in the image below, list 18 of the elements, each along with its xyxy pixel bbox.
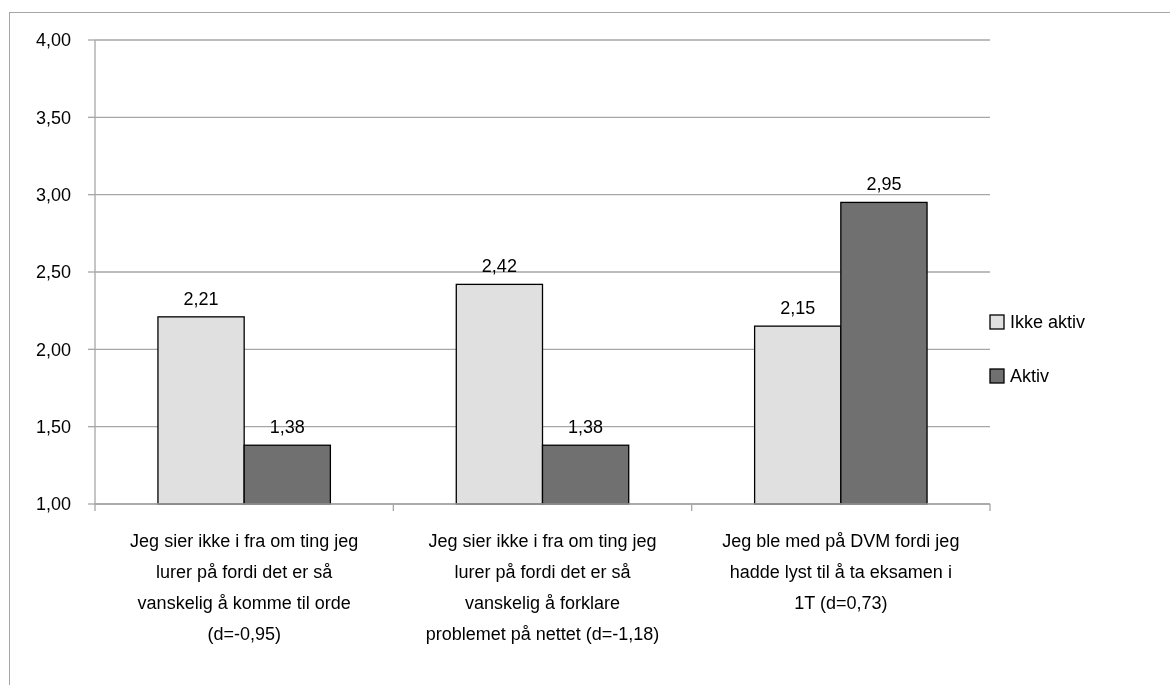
data-label: 1,38 bbox=[269, 417, 305, 438]
y-tick-label: 4,00 bbox=[35, 30, 71, 51]
data-label: 2,95 bbox=[866, 174, 902, 195]
x-tick-label: Jeg sier ikke i fra om ting jeg lurer på fordi det er så vanskelig å forklare problemet på nettet (d=-1,18) bbox=[425, 531, 660, 644]
data-label: 2,42 bbox=[481, 256, 517, 277]
y-tick-label: 1,50 bbox=[35, 416, 71, 437]
data-label: 2,21 bbox=[183, 288, 219, 309]
legend-label: Aktiv bbox=[1010, 366, 1050, 387]
y-tick-label: 2,00 bbox=[35, 339, 71, 360]
legend-label: Ikke aktiv bbox=[1010, 312, 1086, 333]
y-tick-label: 3,50 bbox=[35, 107, 71, 128]
y-tick-label: 1,00 bbox=[35, 494, 71, 515]
x-tick-label: Jeg sier ikke i fra om ting jeg lurer på fordi det er så vanskelig å komme til orde (d=-0,95) bbox=[130, 531, 359, 644]
y-tick-label: 3,00 bbox=[35, 184, 71, 205]
data-label: 2,15 bbox=[780, 298, 816, 319]
data-label: 1,38 bbox=[568, 417, 604, 438]
y-tick-label: 2,50 bbox=[35, 262, 71, 283]
x-tick-label: Jeg ble med på DVM fordi jeg hadde lyst til å ta eksamen i 1T (d=0,73) bbox=[722, 531, 960, 613]
